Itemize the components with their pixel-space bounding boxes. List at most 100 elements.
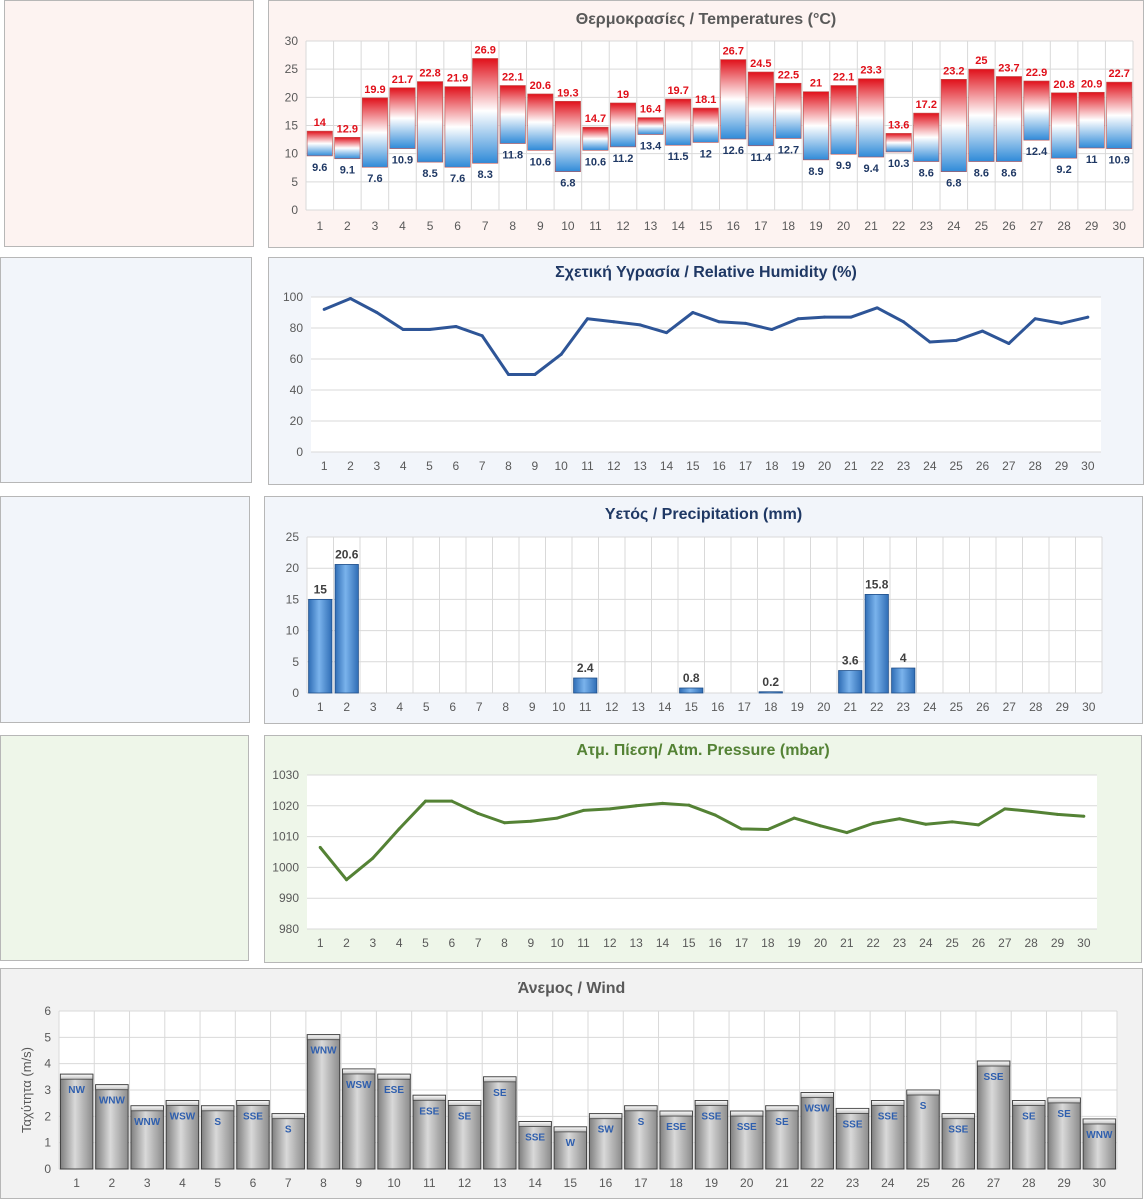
wind-bar-cap — [1047, 1097, 1081, 1104]
x-tick-label: 11 — [579, 700, 592, 714]
pressure-point — [371, 856, 375, 860]
wind-bar-cap — [553, 1126, 587, 1133]
pressure-point — [608, 807, 612, 811]
temperature-bar — [803, 91, 829, 161]
pressure-point — [950, 820, 954, 824]
temperature-bar — [940, 79, 967, 172]
humidity-point — [849, 315, 853, 319]
precipitation-value-label: 15 — [314, 582, 328, 596]
wind-bar-cap — [976, 1060, 1011, 1067]
y-tick-label: 30 — [285, 34, 299, 48]
max-temp-label: 14.7 — [585, 113, 606, 125]
x-tick-label: 21 — [775, 1176, 789, 1190]
max-temp-label: 24.5 — [750, 58, 771, 70]
wind-direction-label: SE — [1022, 1112, 1036, 1123]
precipitation-chart-title: Υετός / Precipitation (mm) — [604, 506, 803, 523]
x-tick-label: 11 — [581, 459, 594, 473]
wind-bar — [941, 1113, 976, 1170]
pressure-point — [766, 828, 770, 832]
min-temp-label: 11.4 — [750, 152, 772, 164]
wind-direction-label: WNW — [1086, 1130, 1113, 1141]
x-tick-label: 3 — [372, 219, 379, 233]
x-tick-label: 29 — [1055, 459, 1069, 473]
y-tick-label: 980 — [279, 922, 299, 936]
wind-direction-label: ESE — [419, 1106, 439, 1117]
precipitation-value-label: 0.2 — [762, 675, 779, 689]
min-temp-label: 9.6 — [312, 162, 327, 174]
pressure-point — [1082, 814, 1086, 818]
wind-bar-cap — [941, 1113, 975, 1120]
humidity-point — [375, 311, 379, 314]
max-temp-label: 17.2 — [916, 99, 937, 111]
wind-bar-cap — [377, 1073, 411, 1080]
min-temp-label: 6.8 — [946, 178, 961, 190]
pressure-point — [476, 812, 480, 815]
min-temp-label: 12 — [700, 148, 712, 160]
x-tick-label: 28 — [1024, 936, 1038, 950]
min-temp-label: 12.6 — [723, 145, 744, 157]
wind-bar — [1047, 1097, 1081, 1170]
x-tick-label: 19 — [791, 700, 805, 714]
wind-bar — [729, 1110, 764, 1170]
x-tick-label: 2 — [347, 459, 354, 473]
wind-bar-cap — [800, 1092, 834, 1099]
wind-bar — [447, 1100, 482, 1170]
y-tick-label: 5 — [292, 655, 299, 669]
wind-bar — [412, 1094, 447, 1170]
precipitation-bar — [838, 670, 863, 694]
wind-bar-cap — [95, 1084, 129, 1091]
y-tick-label: 15 — [285, 119, 299, 133]
humidity-chart-title: Σχετική Υγρασία / Relative Humidity (%) — [555, 264, 857, 281]
wind-direction-label: ESE — [666, 1122, 686, 1133]
x-tick-label: 3 — [369, 936, 376, 950]
wind-direction-label: S — [214, 1117, 221, 1128]
precipitation-bar — [864, 594, 889, 694]
wind-direction-label: WNW — [134, 1117, 161, 1128]
x-tick-label: 11 — [577, 936, 590, 950]
min-temp-label: 8.6 — [919, 168, 934, 180]
humidity-point — [533, 373, 537, 376]
x-tick-label: 1 — [73, 1176, 80, 1190]
precipitation-value-label: 0.8 — [683, 671, 700, 685]
y-tick-label: 20 — [286, 561, 300, 575]
wind-bar-cap — [130, 1105, 164, 1112]
wind-direction-label: SSE — [842, 1119, 862, 1130]
x-tick-label: 4 — [396, 936, 403, 950]
x-tick-label: 16 — [712, 459, 726, 473]
min-temp-label: 12.7 — [778, 144, 799, 156]
wind-bar — [553, 1126, 588, 1170]
wind-direction-label: WNW — [99, 1096, 126, 1107]
wind-chart-title: Άνεμος / Wind — [517, 980, 626, 997]
x-tick-label: 26 — [972, 936, 986, 950]
temperature-bar — [554, 100, 581, 172]
humidity-point — [1086, 315, 1090, 319]
x-tick-label: 18 — [765, 459, 779, 473]
x-tick-label: 15 — [685, 700, 699, 714]
y-tick-label: 0 — [292, 686, 299, 700]
x-tick-label: 29 — [1051, 936, 1065, 950]
x-tick-label: 18 — [764, 700, 778, 714]
x-tick-label: 27 — [998, 936, 1012, 950]
precipitation-value-label: 15.8 — [865, 577, 889, 591]
x-tick-label: 26 — [976, 459, 990, 473]
temperature-bar — [610, 102, 636, 148]
max-temp-label: 18.1 — [695, 94, 716, 106]
precipitation-bar — [334, 564, 359, 694]
temperature-bar — [389, 87, 416, 149]
wind-direction-label: SSE — [984, 1072, 1004, 1083]
x-tick-label: 22 — [870, 459, 884, 473]
pressure-point — [397, 827, 401, 831]
plot-area — [307, 775, 1097, 929]
x-tick-label: 9 — [527, 936, 534, 950]
x-tick-label: 25 — [945, 936, 959, 950]
x-tick-label: 12 — [605, 700, 619, 714]
x-tick-label: 9 — [537, 219, 544, 233]
x-tick-label: 10 — [554, 459, 568, 473]
x-tick-label: 8 — [505, 459, 512, 473]
x-tick-label: 1 — [317, 700, 324, 714]
plot-area — [311, 297, 1101, 452]
max-temp-label: 21.7 — [392, 74, 413, 86]
x-tick-label: 1 — [316, 219, 323, 233]
temperature-bar — [747, 71, 774, 147]
